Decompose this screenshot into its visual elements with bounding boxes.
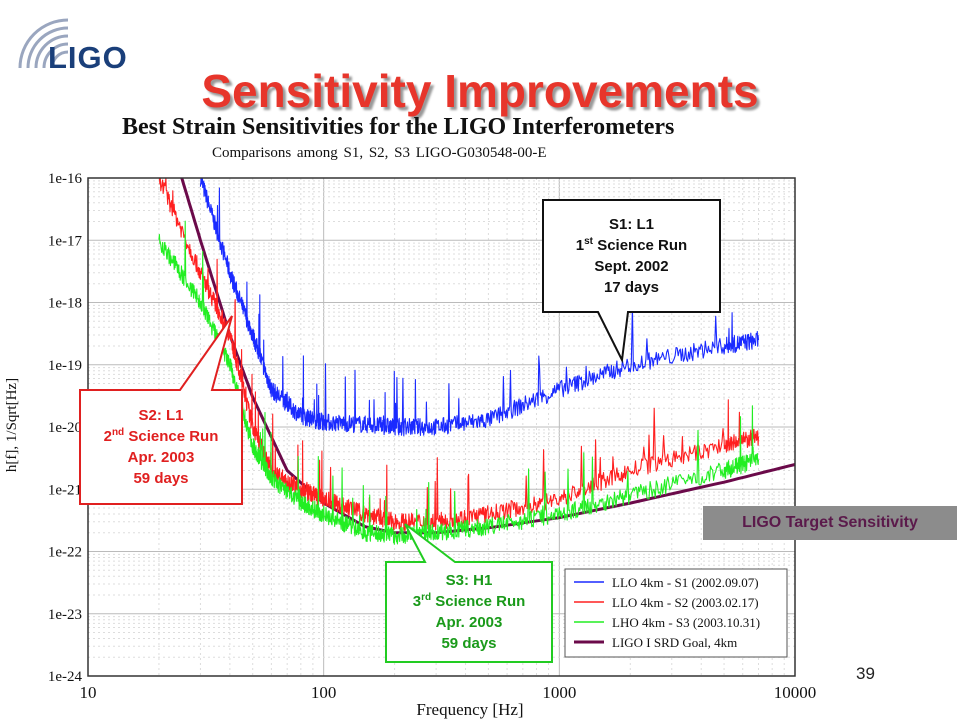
axis-ticks: 10 100 1000 10000 1e-24 1e-23 1e-22 1e-21 1e-20 1… — [48, 171, 816, 702]
y-tick-label: 1e-16 — [48, 171, 83, 187]
legend-label: LIGO I SRD Goal, 4km — [612, 635, 737, 650]
legend-label: LHO 4km - S3 (2003.10.31) — [612, 615, 760, 630]
callout-s2-run-label: Science Run — [128, 428, 219, 445]
page-number: 39 — [856, 664, 875, 683]
series-line-2 — [158, 177, 760, 531]
legend-label: LLO 4km - S1 (2002.09.07) — [612, 575, 759, 590]
legend-label: LLO 4km - S2 (2003.02.17) — [612, 595, 759, 610]
callout-s1: S1: L1 1st Science Run Sept. 2002 17 day… — [543, 214, 720, 298]
callout-s3-run-label: Science Run — [435, 593, 526, 610]
callout-s3-line2: 3rd Science Run — [386, 591, 552, 612]
callout-s3-run-suffix: rd — [421, 592, 432, 603]
callout-s1-run-label: Science Run — [597, 237, 688, 254]
callout-s1-run-suffix: st — [584, 236, 594, 247]
y-tick-label: 1e-17 — [48, 233, 83, 249]
callout-s1-line1: S1: L1 — [608, 216, 654, 233]
callout-s1-run-number: 1 — [575, 237, 585, 254]
callout-s3-line3: Apr. 2003 — [435, 614, 503, 631]
callout-s3-run-number: 3 — [412, 593, 422, 610]
callout-s3: S3: H1 3rd Science Run Apr. 2003 59 days — [386, 570, 552, 654]
x-tick-label: 1000 — [542, 683, 576, 702]
y-tick-label: 1e-21 — [48, 482, 82, 498]
callout-s2-line2: 2nd Science Run — [80, 426, 242, 447]
callout-s1-line2: 1st Science Run — [543, 235, 720, 256]
callout-s1-line3: Sept. 2002 — [594, 258, 669, 275]
callout-s2-shape — [79, 315, 243, 505]
callout-s2: S2: L1 2nd Science Run Apr. 2003 59 days — [80, 405, 242, 489]
callout-s1-shape — [542, 199, 721, 364]
callout-s3-line4: 59 days — [441, 635, 497, 652]
y-tick-label: 1e-22 — [48, 545, 82, 561]
x-axis-label: Frequency [Hz] — [416, 700, 523, 719]
target-sensitivity-label: LIGO Target Sensitivity — [703, 506, 957, 540]
y-tick-label: 1e-23 — [48, 607, 82, 623]
callout-s2-line1: S2: L1 — [138, 407, 184, 424]
ligo-logo-arcs — [18, 18, 69, 69]
x-tick-label: 10000 — [774, 683, 817, 702]
slide-title: Sensitivity Improvements — [201, 65, 759, 117]
callout-s2-line4: 59 days — [133, 470, 189, 487]
y-tick-label: 1e-18 — [48, 296, 82, 312]
y-tick-label: 1e-19 — [48, 358, 82, 374]
legend: LLO 4km - S1 (2002.09.07) LLO 4km - S2 (2… — [564, 568, 788, 658]
y-axis-label: h[f], 1/Sqrt[Hz] — [4, 378, 20, 472]
y-tick-label: 1e-24 — [48, 669, 83, 685]
chart-subtitle: Comparisons among S1, S2, S3 LIGO-G03054… — [212, 145, 547, 161]
callout-s2-run-number: 2 — [103, 428, 112, 445]
plot-series — [158, 177, 796, 545]
x-tick-label: 10 — [80, 683, 97, 702]
series-line-1 — [199, 177, 760, 437]
x-tick-label: 100 — [311, 683, 337, 702]
callout-s2-line3: Apr. 2003 — [127, 449, 195, 466]
ligo-logo: LIGO — [48, 40, 128, 75]
y-tick-label: 1e-20 — [48, 420, 82, 436]
callout-s3-line1: S3: H1 — [445, 572, 493, 589]
callout-s3-shape — [385, 523, 553, 663]
chart-title: Best Strain Sensitivities for the LIGO I… — [122, 114, 675, 140]
series-line-3 — [158, 220, 760, 545]
callout-s2-run-suffix: nd — [111, 427, 125, 438]
callout-s1-line4: 17 days — [603, 279, 660, 296]
